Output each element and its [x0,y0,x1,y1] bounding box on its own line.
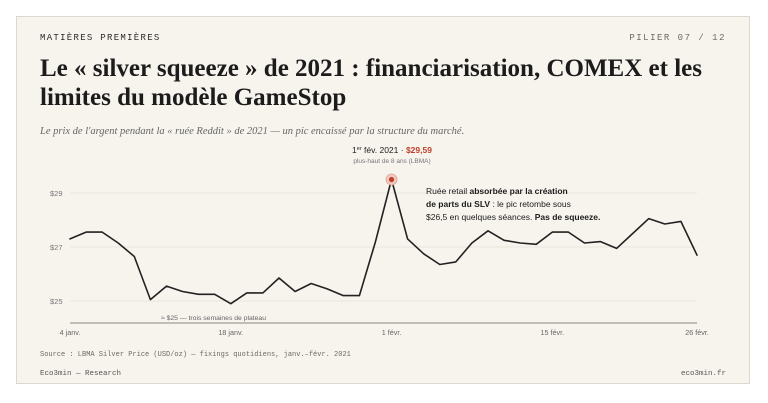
y-tick-label: $25 [50,297,63,306]
series-line [69,178,698,305]
peak-layer: 1er fév. 2021 · $29,59 plus-haut de 8 an… [352,145,432,186]
peak-label-date: fév. 2021 · [362,145,406,155]
x-tick-label: 15 févr. [541,328,565,337]
plateau-layer: ≈ $25 — trois semaines de plateau [161,315,266,322]
footer-brand: Eco3min — Research [40,370,122,378]
annotation-note: Ruée retail absorbée par la création de … [426,185,616,224]
grid-layer [70,192,697,324]
annotation-line1-normal: Ruée retail [426,186,470,196]
annotation-line2-normal: : le pic retombe sous [490,199,571,209]
source-note: Source : LBMA Silver Price (USD/oz) — fi… [40,351,351,359]
page-subtitle: Le prix de l'argent pendant la « ruée Re… [40,126,465,137]
annotation-line3-bold: Pas de squeeze. [534,212,601,222]
peak-label-value: $29,59 [406,145,432,155]
pillar-indicator: PILIER 07 / 12 [629,33,726,43]
peak-label-day: 1 [352,145,357,155]
peak-sublabel: plus-haut de 8 ans (LBMA) [353,158,430,165]
annotation-line1-bold: absorbée par la création [469,186,568,196]
annotation-line2-bold: de parts du SLV [426,199,491,209]
plateau-label: ≈ $25 — trois semaines de plateau [161,315,266,322]
x-tick-label: 26 févr. [685,328,709,337]
kicker: MATIÈRES PREMIÈRES [40,33,161,43]
series-layer [69,178,698,305]
page-title: Le « silver squeeze » de 2021 : financia… [40,55,702,111]
x-tick-label: 4 janv. [60,328,81,337]
x-tick-label: 1 févr. [382,328,402,337]
peak-label: 1er fév. 2021 · $29,59 [352,145,432,155]
peak-label-sup: er [357,146,362,152]
axis-layer: $25 $27 $29 4 janv. 18 janv. 1 févr. 15 févr. 2… [50,189,709,337]
peak-marker [388,176,395,183]
x-tick-label: 18 janv. [218,328,243,337]
footer-link[interactable]: eco3min.fr [680,370,726,378]
y-tick-label: $29 [50,189,63,198]
annotation-line3-normal: $26,5 en quelques séances. [426,212,535,222]
y-tick-label: $27 [50,243,63,252]
